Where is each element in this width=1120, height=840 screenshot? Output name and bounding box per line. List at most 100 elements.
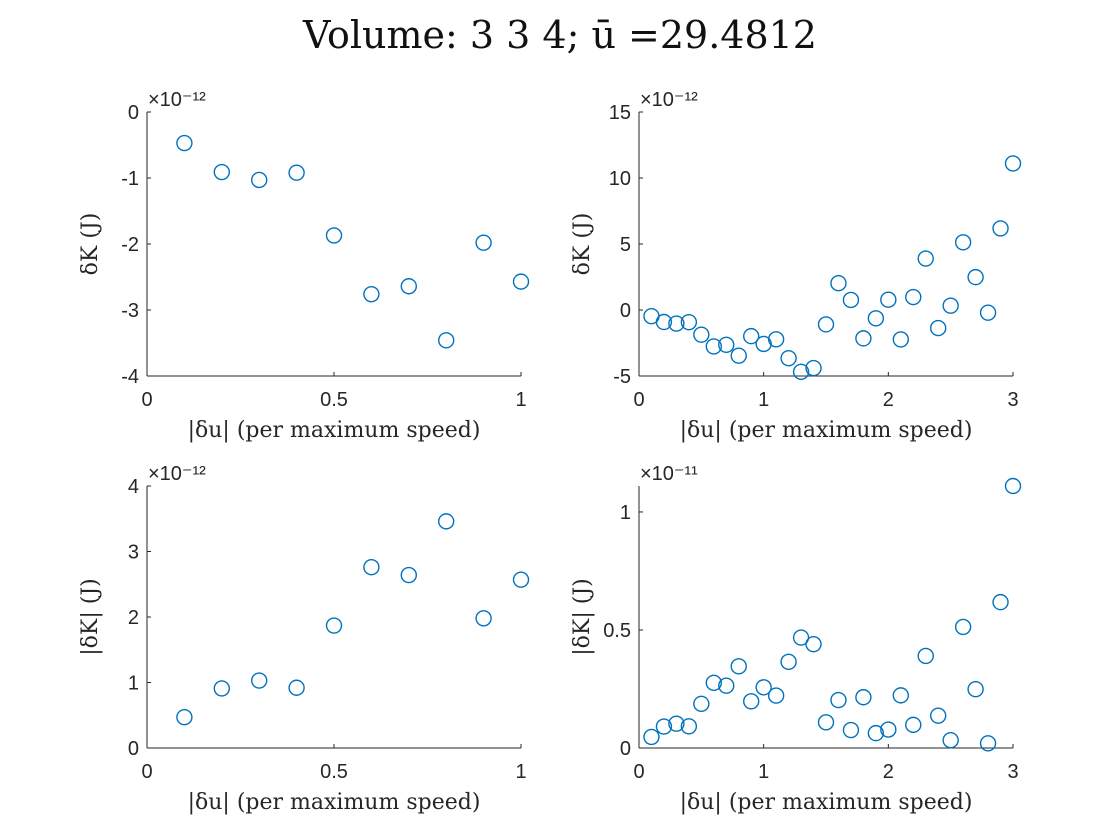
data-point <box>176 709 193 726</box>
data-point <box>842 721 860 739</box>
y-tick-label: -5 <box>613 366 631 388</box>
data-point <box>817 316 835 333</box>
data-point <box>438 332 455 349</box>
data-point <box>655 313 673 331</box>
data-point <box>755 335 772 353</box>
y-tick-label: 4 <box>128 476 139 498</box>
data-point <box>880 291 897 308</box>
y-tick-label: 0 <box>128 102 139 124</box>
y-tick-label: 0 <box>620 300 631 322</box>
y-tick-label: 15 <box>609 102 631 124</box>
data-point <box>867 310 885 327</box>
data-point <box>718 677 735 694</box>
data-point <box>880 721 897 738</box>
subplot-bottom-right: 0 1 2 3 0 0.5 1 ×10⁻¹¹ |δu| (per maximum speed) |… <box>570 463 1022 815</box>
data-point <box>905 716 922 734</box>
data-point <box>325 617 343 634</box>
data-point <box>867 724 885 742</box>
data-point <box>855 330 872 347</box>
data-point <box>992 593 1009 611</box>
data-point <box>718 336 735 354</box>
data-point <box>743 693 760 710</box>
data-point <box>830 275 847 292</box>
y-axis-label: δK (J) <box>570 213 595 276</box>
data-point <box>213 163 231 181</box>
data-point <box>213 680 231 697</box>
y-tick-label: 1 <box>128 673 139 695</box>
y-exponent-label: ×10⁻¹¹ <box>640 463 698 485</box>
y-tick-label: -1 <box>121 168 139 190</box>
figure-title: Volume: 3 3 4; ū =29.4812 <box>302 13 817 57</box>
data-point <box>693 326 710 343</box>
y-tick-label: 0.5 <box>603 620 631 642</box>
data-point <box>917 250 934 267</box>
y-tick-label: 10 <box>609 168 631 190</box>
x-axis-label: |δu| (per maximum speed) <box>188 790 481 815</box>
data-point <box>1004 477 1022 495</box>
x-tick-label: 0.5 <box>320 389 348 411</box>
y-tick-label: 5 <box>620 234 631 256</box>
data-point <box>780 349 797 367</box>
subplot-grid: 0 0.5 1 -4 -3 -2 -1 0 ×10⁻¹² |δu| (per maximum sp… <box>78 89 1022 815</box>
data-point <box>668 315 685 332</box>
data-point <box>855 689 872 706</box>
data-point <box>288 164 305 181</box>
x-tick-label: 0 <box>141 761 152 783</box>
data-point <box>967 681 984 698</box>
data-point <box>288 679 305 696</box>
data-point <box>842 291 860 309</box>
data-point <box>251 672 268 689</box>
data-point <box>730 658 747 675</box>
subplot-bottom-left: 0 0.5 1 0 1 2 3 4 ×10⁻¹² |δu| (per maximum speed)… <box>78 463 530 815</box>
data-point <box>512 571 530 588</box>
data-point <box>967 268 984 286</box>
y-exponent-label: ×10⁻¹² <box>640 89 698 111</box>
y-tick-label: 1 <box>620 502 631 524</box>
data-point <box>400 566 417 584</box>
x-tick-label: 0 <box>141 389 152 411</box>
data-point <box>792 629 810 646</box>
x-tick-label: 2 <box>883 761 894 783</box>
subplot-top-left: 0 0.5 1 -4 -3 -2 -1 0 ×10⁻¹² |δu| (per maximum sp… <box>78 89 530 443</box>
data-point <box>438 513 455 530</box>
x-tick-label: 3 <box>1007 761 1018 783</box>
x-tick-label: 0.5 <box>320 761 348 783</box>
y-tick-label: 2 <box>128 607 139 629</box>
data-point <box>942 297 959 314</box>
y-tick-label: -3 <box>121 300 139 322</box>
data-point <box>475 610 492 627</box>
y-axis-label: |δK| (J) <box>78 578 103 655</box>
data-point <box>954 618 972 636</box>
x-axis-label: |δu| (per maximum speed) <box>188 418 481 443</box>
data-point <box>930 319 947 337</box>
x-tick-label: 2 <box>883 389 894 411</box>
y-tick-label: 0 <box>620 738 631 760</box>
data-point <box>705 674 722 692</box>
data-point <box>705 338 722 355</box>
data-point <box>767 331 785 348</box>
data-point <box>1004 155 1022 172</box>
data-point <box>363 559 380 576</box>
data-point <box>668 715 685 732</box>
data-point <box>892 687 909 704</box>
y-tick-label: -2 <box>121 234 139 256</box>
data-point <box>830 691 847 709</box>
x-tick-label: 1 <box>758 761 769 783</box>
x-tick-label: 3 <box>1007 389 1018 411</box>
data-point <box>693 695 710 713</box>
data-point <box>475 234 492 251</box>
data-point <box>954 234 972 251</box>
data-point <box>680 718 698 735</box>
data-point <box>655 718 673 735</box>
data-point <box>780 653 797 671</box>
data-point <box>176 134 193 152</box>
y-axis-label: |δK| (J) <box>570 578 595 655</box>
x-tick-label: 0 <box>633 389 644 411</box>
x-tick-label: 0 <box>633 761 644 783</box>
y-tick-label: 0 <box>128 738 139 760</box>
data-point <box>805 635 822 653</box>
data-point <box>400 278 417 295</box>
data-point <box>979 735 997 752</box>
data-point <box>805 359 822 377</box>
data-point <box>905 288 922 306</box>
